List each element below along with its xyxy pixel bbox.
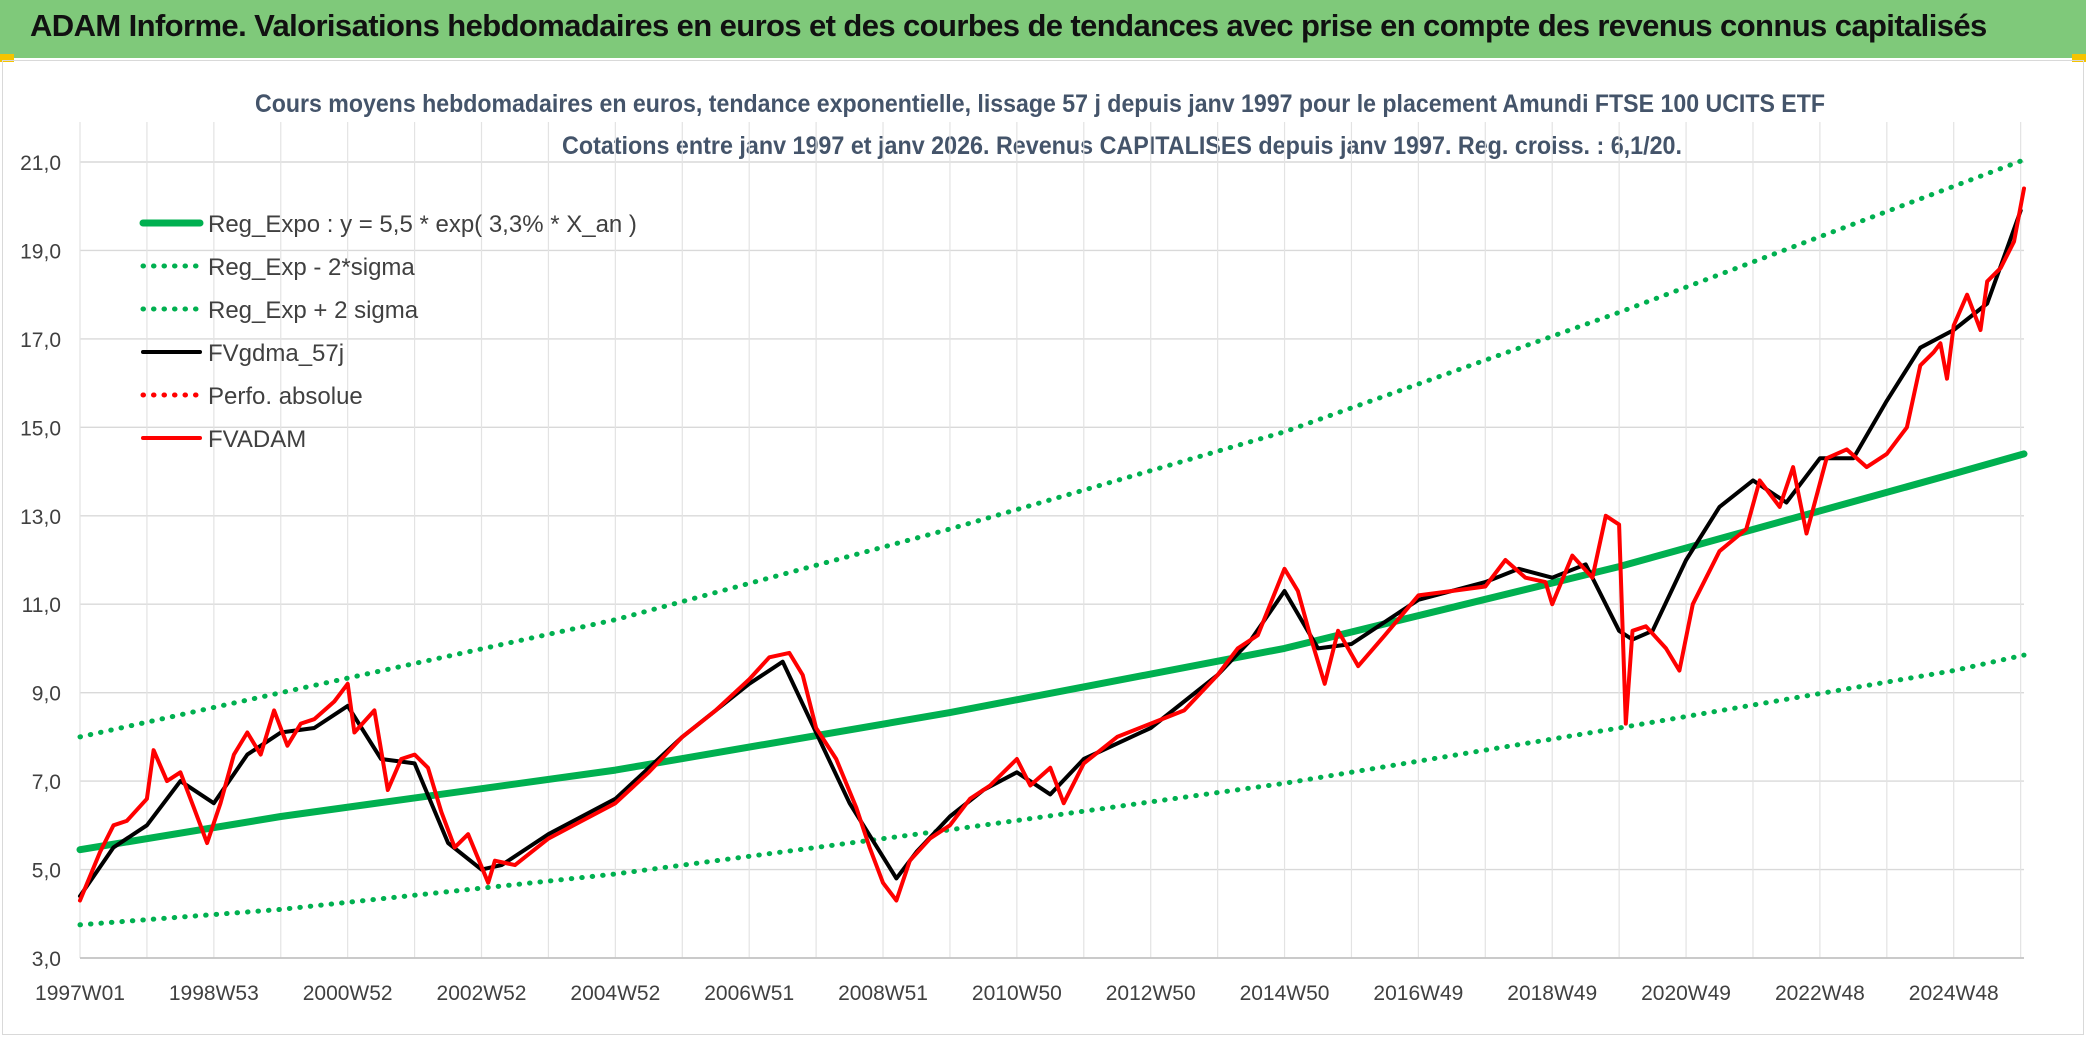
- x-tick-label: 2010W50: [972, 982, 1062, 1005]
- series-line-0: [76, 450, 2028, 854]
- x-tick-label: 2000W52: [303, 982, 393, 1005]
- chart-series: [76, 157, 2028, 928]
- x-tick-label: 2018W49: [1507, 982, 1597, 1005]
- banner-corner-left: [0, 54, 14, 62]
- y-tick-label: 19,0: [20, 240, 61, 263]
- chart-grid: [79, 122, 2024, 959]
- x-tick-label: 2008W51: [838, 982, 928, 1005]
- chart-axes: 3,0 5,0 7,0 9,0 11,0 13,0 15,0 17,0 19,0 21,0 1997…: [20, 152, 2024, 1005]
- x-tick-label: 2012W50: [1106, 982, 1196, 1005]
- y-tick-label: 21,0: [20, 152, 61, 175]
- x-tick-label: 2024W48: [1909, 982, 1999, 1005]
- x-tick-label: 2020W49: [1641, 982, 1731, 1005]
- y-tick-label: 15,0: [20, 417, 61, 440]
- y-tick-label: 7,0: [32, 771, 61, 794]
- series-line-1: [77, 652, 2027, 928]
- x-tick-label: 2016W49: [1373, 982, 1463, 1005]
- x-tick-label: 2002W52: [437, 982, 527, 1005]
- report-title: ADAM Informe. Valorisations hebdomadaire…: [30, 8, 1987, 43]
- chart-title-line1: Cours moyens hebdomadaires en euros, ten…: [255, 90, 1825, 118]
- chart-legend: Reg_Expo : y = 5,5 * exp( 3,3% * X_an ) R…: [139, 211, 637, 453]
- x-tick-label: 1997W01: [35, 982, 125, 1005]
- y-tick-label: 5,0: [32, 860, 61, 883]
- series-line-2: [77, 157, 2027, 740]
- y-tick-label: 3,0: [32, 948, 61, 971]
- x-tick-label: 1998W53: [169, 982, 259, 1005]
- banner-corner-right: [2072, 54, 2086, 62]
- x-tick-label: 2006W51: [704, 982, 794, 1005]
- legend-label: FVgdma_57j: [208, 340, 344, 367]
- chart-frame: [2, 60, 2084, 1035]
- legend-label: Perfo. absolue: [208, 383, 363, 410]
- y-tick-label: 11,0: [22, 594, 61, 617]
- chart-title-line2: Cotations entre janv 1997 et janv 2026. …: [562, 132, 1682, 160]
- series-line-3: [78, 208, 2023, 899]
- series-line-5: [78, 186, 2026, 903]
- x-tick-label: 2022W48: [1775, 982, 1865, 1005]
- legend-label: FVADAM: [208, 426, 306, 453]
- y-tick-label: 13,0: [20, 506, 61, 529]
- x-tick-label: 2004W52: [570, 982, 660, 1005]
- y-tick-label: 17,0: [20, 329, 61, 352]
- legend-label: Reg_Exp - 2*sigma: [208, 254, 415, 281]
- x-tick-label: 2014W50: [1240, 982, 1330, 1005]
- report-banner: ADAM Informe. Valorisations hebdomadaire…: [0, 0, 2086, 58]
- y-tick-label: 9,0: [32, 683, 61, 706]
- legend-label: Reg_Expo : y = 5,5 * exp( 3,3% * X_an ): [208, 211, 637, 238]
- legend-label: Reg_Exp + 2 sigma: [208, 297, 419, 324]
